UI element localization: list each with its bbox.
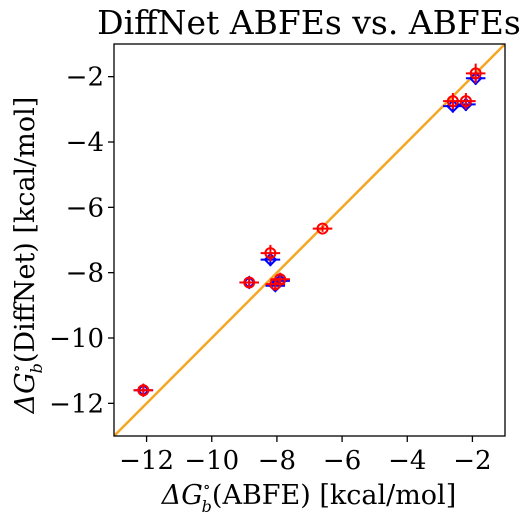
y-axis-label-prefix: ΔG (10, 372, 41, 414)
y-tick-label: −8 (66, 259, 104, 289)
x-tick-label: −8 (258, 446, 296, 476)
data-point-circle (260, 244, 281, 262)
identity-line (114, 44, 505, 436)
chart-title: DiffNet ABFEs vs. ABFEs (97, 3, 519, 42)
x-axis-label-suffix: (ABFE) [kcal/mol] (212, 480, 456, 511)
y-tick-label: −4 (66, 128, 104, 158)
chart-marks (114, 44, 505, 436)
plot-area (114, 44, 505, 436)
diamond-marker (458, 97, 473, 112)
circle-marker (243, 276, 256, 289)
y-axis-label-sub: b (27, 363, 46, 373)
y-tick-label: −6 (66, 193, 104, 223)
data-point-circle (270, 272, 290, 286)
data-point-circle (312, 222, 333, 235)
circle-marker (469, 67, 482, 80)
x-tick-label: −2 (453, 446, 491, 476)
x-axis-label-sub: b (202, 497, 212, 514)
circle-marker (274, 273, 287, 286)
x-axis-label-prefix: ΔG (161, 480, 203, 511)
data-point-circle (239, 276, 259, 289)
series-circle (133, 63, 486, 397)
data-point-circle (465, 63, 486, 84)
data-point-circle (133, 383, 154, 397)
x-tick-label: −4 (388, 446, 426, 476)
y-tick-label: −10 (49, 324, 104, 354)
circle-marker (459, 95, 472, 108)
series-diamond (133, 71, 486, 398)
y-tick-label: −12 (49, 389, 104, 419)
circle-marker (316, 222, 329, 235)
data-point-circle (456, 93, 476, 110)
x-tick-label: −10 (184, 446, 239, 476)
plot-frame (113, 43, 506, 437)
y-axis-label-suffix: (DiffNet) [kcal/mol] (10, 97, 41, 363)
y-axis-label: ΔG∘b(DiffNet) [kcal/mol] (7, 97, 46, 415)
circle-marker (137, 384, 150, 397)
x-tick-label: −12 (119, 446, 174, 476)
y-axis-label-sup: ∘ (7, 364, 26, 372)
circle-marker (264, 247, 277, 260)
x-tick-label: −6 (323, 446, 361, 476)
x-axis-label: ΔG∘ b(ABFE) [kcal/mol] (161, 477, 456, 514)
chart-axes: −12 −10 −8 −6 −4 −2 −12 −10 −8 −6 −4 −2 (49, 43, 506, 476)
y-tick-label: −2 (66, 63, 104, 93)
x-axis-label-sup: ∘ (203, 477, 211, 496)
